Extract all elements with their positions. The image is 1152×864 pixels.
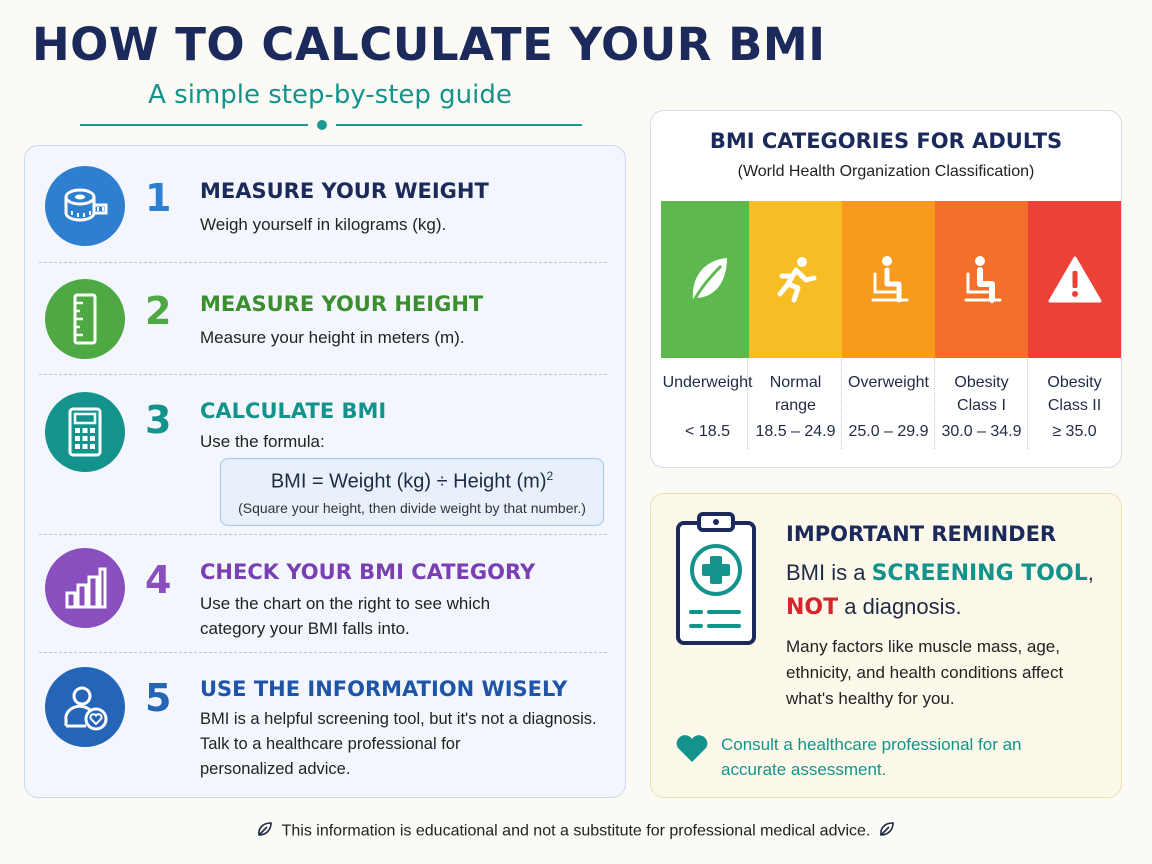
- consult-note: Consult a healthcare professional for an…: [721, 735, 1022, 779]
- step-5: 5 USE THE INFORMATION WISELY BMI is a he…: [25, 652, 625, 799]
- steps-panel: 1 MEASURE YOUR WEIGHT Weigh yourself in …: [24, 145, 626, 798]
- category-label: Underweight: [662, 374, 753, 391]
- category-range: 25.0 – 29.9: [848, 423, 929, 440]
- category-label: Obesity Class II: [1047, 374, 1102, 414]
- subtitle-divider: [80, 120, 582, 130]
- step-1: 1 MEASURE YOUR WEIGHT Weigh yourself in …: [25, 146, 625, 262]
- category-underweight: Underweight < 18.5: [661, 201, 754, 451]
- step-divider: [39, 262, 607, 263]
- category-label: Overweight: [848, 374, 929, 391]
- category-obesity-class-2: Obesity Class II ≥ 35.0: [1028, 201, 1121, 451]
- bar-chart-icon: [45, 548, 125, 628]
- categories-title: BMI CATEGORIES FOR ADULTS: [709, 129, 1063, 153]
- reminder-statement: BMI is a SCREENING TOOL,: [786, 560, 1094, 586]
- category-range: 30.0 – 34.9: [941, 423, 1022, 440]
- step-4: 4 CHECK YOUR BMI CATEGORY Use the chart …: [25, 534, 625, 652]
- category-normal: Normal range 18.5 – 24.9: [749, 201, 842, 451]
- step-description: Weigh yourself in kilograms (kg).: [200, 215, 447, 234]
- page-title: HOW TO CALCULATE YOUR BMI: [32, 18, 826, 71]
- leaf-icon: [661, 201, 754, 358]
- step-number: 5: [145, 676, 172, 720]
- step-3: 3 CALCULATE BMI Use the formula:: [25, 374, 625, 534]
- category-label: Normal range: [769, 374, 822, 414]
- step-description: Use the chart on the right to see which …: [200, 594, 491, 638]
- category-range: 18.5 – 24.9: [755, 423, 836, 440]
- calculator-icon: [45, 392, 125, 472]
- category-overweight: Overweight 25.0 – 29.9: [842, 201, 935, 451]
- formula-text: BMI = Weight (kg) ÷ Height (m)2: [270, 469, 554, 493]
- step-number: 4: [145, 558, 172, 602]
- step-number: 3: [145, 398, 172, 442]
- formula-note: (Square your height, then divide weight …: [238, 499, 586, 516]
- reminder-statement-2: NOT a diagnosis.: [786, 594, 962, 620]
- seated-person-icon: [935, 201, 1028, 358]
- formula-box: BMI = Weight (kg) ÷ Height (m)2 (Square …: [220, 458, 604, 526]
- categories-subtitle: (World Health Organization Classificatio…: [737, 163, 1035, 180]
- person-heart-icon: [45, 667, 125, 747]
- running-person-icon: [749, 201, 842, 358]
- reminder-title: IMPORTANT REMINDER: [786, 522, 1057, 546]
- step-divider: [39, 374, 607, 375]
- reminder-body: Many factors like muscle mass, age, ethn…: [786, 637, 1064, 708]
- step-title: MEASURE YOUR WEIGHT: [200, 179, 489, 203]
- clipboard-icon: [673, 508, 759, 653]
- ruler-icon: [45, 279, 125, 359]
- category-obesity-class-1: Obesity Class I 30.0 – 34.9: [935, 201, 1028, 451]
- step-title: CHECK YOUR BMI CATEGORY: [200, 560, 536, 584]
- important-reminder-panel: IMPORTANT REMINDER BMI is a SCREENING TO…: [650, 493, 1122, 798]
- step-title: USE THE INFORMATION WISELY: [200, 677, 568, 701]
- step-divider: [39, 534, 607, 535]
- warning-icon: [1028, 201, 1121, 358]
- page-subtitle: A simple step-by-step guide: [148, 80, 512, 110]
- bmi-categories-panel: BMI CATEGORIES FOR ADULTS (World Health …: [650, 110, 1122, 468]
- step-divider: [39, 652, 607, 653]
- seated-person-icon: [842, 201, 935, 358]
- category-label: Obesity Class I: [954, 374, 1009, 414]
- step-number: 2: [145, 289, 172, 333]
- category-range: ≥ 35.0: [1052, 423, 1097, 440]
- leaf-icon: [256, 820, 274, 843]
- step-number: 1: [145, 176, 172, 220]
- step-description: Measure your height in meters (m).: [200, 328, 465, 347]
- category-range: < 18.5: [685, 423, 730, 440]
- step-title: CALCULATE BMI: [200, 399, 387, 423]
- measuring-tape-icon: [45, 166, 125, 246]
- step-description: BMI is a helpful screening tool, but it'…: [200, 710, 597, 778]
- heart-icon: [675, 734, 709, 769]
- footer-disclaimer: This information is educational and not …: [0, 820, 1152, 843]
- leaf-icon: [878, 820, 896, 843]
- step-description: Use the formula:: [200, 432, 325, 451]
- step-title: MEASURE YOUR HEIGHT: [200, 292, 484, 316]
- step-2: 2 MEASURE YOUR HEIGHT Measure your heigh…: [25, 262, 625, 374]
